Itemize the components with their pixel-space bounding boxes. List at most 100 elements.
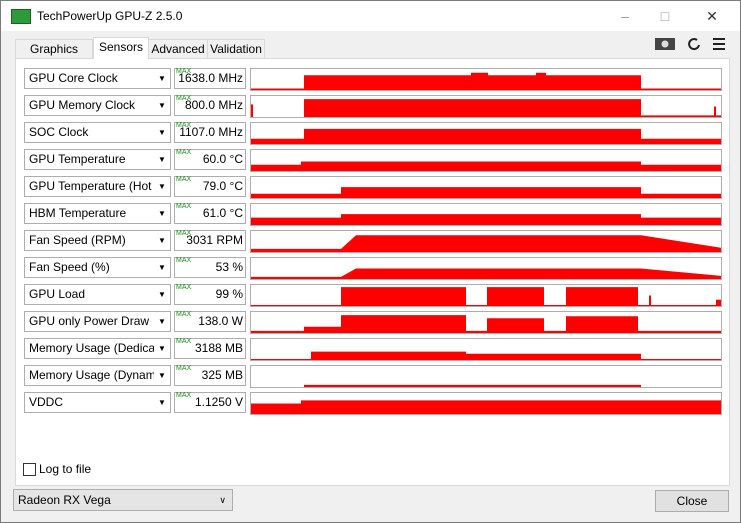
tab[interactable]: Graphics Card xyxy=(15,39,93,74)
sensor-graph xyxy=(250,257,722,280)
minimize-button[interactable]: – xyxy=(621,8,629,24)
max-label: MAX xyxy=(176,284,192,291)
max-label: MAX xyxy=(176,392,192,399)
tab-selected[interactable]: Sensors xyxy=(93,37,149,59)
dropdown-arrow: ▼ xyxy=(154,258,170,277)
gpu-dropdown[interactable]: Radeon RX Vega ∨ xyxy=(13,489,233,511)
graph-fill xyxy=(304,75,471,90)
sensor-graph xyxy=(250,203,722,226)
sensor-dropdown[interactable]: GPU Temperature (Hot Spot) ▼ xyxy=(24,176,171,197)
close-button[interactable]: Close xyxy=(655,490,729,512)
dropdown-arrow: ▼ xyxy=(154,69,170,88)
value-text: 1638.0 MHz xyxy=(178,71,243,85)
tab[interactable]: Validation xyxy=(207,39,265,58)
graph-fill xyxy=(341,214,641,225)
sensor-name: HBM Temperature xyxy=(29,206,127,220)
log-checkbox[interactable] xyxy=(23,463,36,476)
sensor-name: Fan Speed (RPM) xyxy=(29,233,126,247)
max-label: MAX xyxy=(176,365,192,372)
sensor-dropdown[interactable]: GPU Load ▼ xyxy=(24,284,171,305)
sensor-value: MAX 325 MB xyxy=(174,365,246,386)
sensor-value: MAX 3031 RPM xyxy=(174,230,246,251)
sensor-name: GPU Core Clock xyxy=(29,71,118,85)
sensor-name: GPU Load xyxy=(29,287,86,301)
graph-canvas xyxy=(251,351,721,360)
value-text: 3031 RPM xyxy=(186,233,243,247)
sensor-graph xyxy=(250,284,722,307)
sensor-dropdown[interactable]: Fan Speed (RPM) ▼ xyxy=(24,230,171,251)
sensor-dropdown[interactable]: SOC Clock ▼ xyxy=(24,122,171,143)
sensor-dropdown[interactable]: Memory Usage (Dedicated) ▼ xyxy=(24,338,171,359)
sensor-value: MAX 60.0 °C xyxy=(174,149,246,170)
sensor-dropdown[interactable]: GPU Temperature ▼ xyxy=(24,149,171,170)
sensor-dropdown[interactable]: Memory Usage (Dynamic) ▼ xyxy=(24,365,171,386)
dropdown-arrow: ▼ xyxy=(154,312,170,331)
graph-canvas xyxy=(251,99,721,117)
dropdown-arrow: ▼ xyxy=(154,393,170,412)
max-label: MAX xyxy=(176,230,192,237)
sensor-name: Fan Speed (%) xyxy=(29,260,110,274)
sensor-dropdown[interactable]: HBM Temperature ▼ xyxy=(24,203,171,224)
graph-fill xyxy=(536,72,546,90)
sensor-dropdown[interactable]: Fan Speed (%) ▼ xyxy=(24,257,171,278)
dropdown-arrow: ▼ xyxy=(154,96,170,115)
graph-fill xyxy=(311,351,466,360)
max-label: MAX xyxy=(176,68,192,75)
dropdown-arrow: ▼ xyxy=(154,339,170,358)
graph-fill xyxy=(641,115,721,117)
sensor-value: MAX 99 % xyxy=(174,284,246,305)
sensor-dropdown[interactable]: GPU Core Clock ▼ xyxy=(24,68,171,89)
graph-fill xyxy=(466,353,641,360)
graph-canvas xyxy=(251,72,721,90)
refresh-icon[interactable] xyxy=(688,38,700,51)
sensor-graph xyxy=(250,230,722,253)
graph-fill xyxy=(251,235,721,252)
sensor-dropdown[interactable]: GPU Memory Clock ▼ xyxy=(24,95,171,116)
menu-icon[interactable] xyxy=(713,38,725,50)
value-text: 138.0 W xyxy=(198,314,243,328)
dropdown-arrow: ▼ xyxy=(154,231,170,250)
sensor-name: Memory Usage (Dedicated) xyxy=(29,341,171,355)
graph-fill xyxy=(546,75,641,90)
dropdown-arrow: ▼ xyxy=(154,150,170,169)
sensor-value: MAX 1107.0 MHz xyxy=(174,122,246,143)
graph-fill xyxy=(301,400,721,414)
graph-canvas xyxy=(251,268,721,279)
dropdown-arrow: ▼ xyxy=(154,285,170,304)
max-label: MAX xyxy=(176,203,192,210)
sensor-graph xyxy=(250,338,722,361)
graph-canvas xyxy=(251,128,721,144)
graph-canvas xyxy=(251,214,721,225)
graph-fill xyxy=(251,268,721,279)
sensor-dropdown[interactable]: VDDC ▼ xyxy=(24,392,171,413)
sensor-name: VDDC xyxy=(29,395,64,409)
sensor-graph xyxy=(250,95,722,118)
max-label: MAX xyxy=(176,149,192,156)
max-label: MAX xyxy=(176,257,192,264)
sensor-graph xyxy=(250,68,722,91)
graph-fill xyxy=(649,295,651,306)
sensor-value: MAX 61.0 °C xyxy=(174,203,246,224)
graph-fill xyxy=(341,187,641,198)
graph-fill xyxy=(471,72,488,90)
sensor-name: GPU only Power Draw xyxy=(29,314,150,328)
sensor-dropdown[interactable]: GPU only Power Draw ▼ xyxy=(24,311,171,332)
graph-canvas xyxy=(251,287,721,306)
max-label: MAX xyxy=(176,338,192,345)
value-text: 325 MB xyxy=(201,368,243,382)
graph-canvas xyxy=(251,400,721,414)
value-text: 61.0 °C xyxy=(202,206,243,220)
sensors-panel: GPU Core Clock ▼ MAX 1638.0 MHz GPU Memory C… xyxy=(15,58,730,486)
tab[interactable]: Advanced xyxy=(147,39,209,58)
sensor-name: SOC Clock xyxy=(29,125,89,139)
sensor-name: Memory Usage (Dynamic) xyxy=(29,368,169,382)
graph-fill xyxy=(487,287,544,306)
value-text: 79.0 °C xyxy=(202,179,243,193)
graph-fill xyxy=(487,318,544,333)
graph-fill xyxy=(488,75,536,90)
close-window-button[interactable]: ✕ xyxy=(706,8,718,24)
sensor-name: GPU Memory Clock xyxy=(29,98,136,112)
max-label: MAX xyxy=(176,95,192,102)
